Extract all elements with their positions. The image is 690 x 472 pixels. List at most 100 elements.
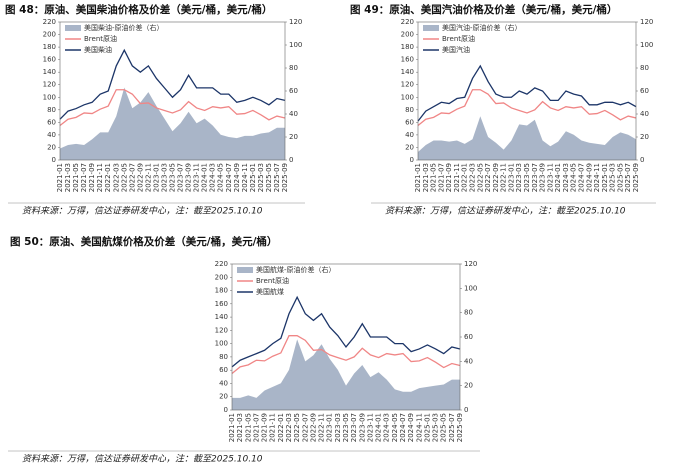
y2-tick-label: 80 xyxy=(464,309,473,317)
legend-label: 美国汽油-原油价差（右） xyxy=(442,23,522,32)
x-tick-label: 2023-07 xyxy=(177,163,185,192)
x-tick-label: 2021-07 xyxy=(80,163,88,192)
chart-title: 图 50：原油、美国航煤价格及价差（美元/桶，美元/桶） xyxy=(10,235,277,248)
y-tick-label: 20 xyxy=(219,393,228,401)
x-tick-label: 2025-01 xyxy=(423,413,431,442)
legend-label: Brent原油 xyxy=(442,34,475,43)
y-tick-label: 80 xyxy=(405,106,414,114)
x-tick-label: 2024-03 xyxy=(209,163,217,192)
legend-swatch xyxy=(65,25,81,31)
y-tick-label: 60 xyxy=(405,118,414,126)
x-tick-label: 2025-01 xyxy=(249,163,257,192)
x-tick-label: 2022-03 xyxy=(285,413,293,442)
x-tick-label: 2025-05 xyxy=(440,413,448,442)
x-tick-label: 2022-05 xyxy=(476,163,484,192)
x-tick-label: 2024-01 xyxy=(554,163,562,192)
legend-label: 美国柴油 xyxy=(84,45,112,54)
series-line xyxy=(59,89,286,127)
x-tick-label: 2022-07 xyxy=(301,413,309,442)
x-tick-label: 2024-11 xyxy=(415,413,423,442)
y-tick-label: 20 xyxy=(47,143,56,151)
y-tick-label: 160 xyxy=(215,300,228,308)
x-tick-label: 2023-09 xyxy=(185,163,193,192)
legend-swatch xyxy=(423,25,439,31)
y2-tick-label: 120 xyxy=(640,18,653,26)
x-tick-label: 2024-07 xyxy=(578,163,586,192)
y2-tick-label: 60 xyxy=(289,87,298,95)
legend-label: Brent原油 xyxy=(84,34,117,43)
x-tick-label: 2024-05 xyxy=(217,163,225,192)
x-tick-label: 2023-05 xyxy=(523,163,531,192)
y-tick-label: 100 xyxy=(43,93,56,101)
x-tick-label: 2021-09 xyxy=(88,163,96,192)
x-tick-label: 2023-07 xyxy=(350,413,358,442)
y-tick-label: 180 xyxy=(401,43,414,51)
y2-tick-label: 120 xyxy=(289,18,302,26)
y-tick-label: 140 xyxy=(43,68,56,76)
x-tick-label: 2022-11 xyxy=(500,163,508,192)
y2-tick-label: 40 xyxy=(464,357,473,365)
chart-title: 图 49：原油、美国汽油价格及价差（美元/桶，美元/桶） xyxy=(350,3,617,16)
x-tick-label: 2021-11 xyxy=(96,163,104,192)
y2-tick-label: 120 xyxy=(464,260,477,268)
x-tick-label: 2024-07 xyxy=(399,413,407,442)
y-tick-label: 120 xyxy=(215,326,228,334)
x-tick-label: 2024-09 xyxy=(585,163,593,192)
y2-tick-label: 60 xyxy=(640,87,649,95)
x-tick-label: 2021-11 xyxy=(269,413,277,442)
x-tick-label: 2021-09 xyxy=(261,413,269,442)
x-tick-label: 2024-01 xyxy=(375,413,383,442)
x-tick-label: 2024-07 xyxy=(225,163,233,192)
x-tick-label: 2023-03 xyxy=(160,163,168,192)
x-tick-label: 2022-07 xyxy=(484,163,492,192)
y2-tick-label: 20 xyxy=(464,382,473,390)
x-tick-label: 2021-05 xyxy=(72,163,80,192)
y-tick-label: 0 xyxy=(410,156,414,164)
series-line xyxy=(231,295,461,368)
x-tick-label: 2023-03 xyxy=(334,413,342,442)
y2-tick-label: 100 xyxy=(289,41,302,49)
y-tick-label: 220 xyxy=(215,260,228,268)
series-line xyxy=(417,89,637,127)
x-tick-label: 2023-05 xyxy=(169,163,177,192)
y-tick-label: 80 xyxy=(47,106,56,114)
plot-frame xyxy=(231,263,461,411)
x-tick-label: 2024-05 xyxy=(391,413,399,442)
x-tick-label: 2022-01 xyxy=(461,163,469,192)
x-tick-label: 2024-01 xyxy=(201,163,209,192)
y-tick-label: 200 xyxy=(43,31,56,39)
legend-label: 美国航煤-原油价差（右） xyxy=(256,265,336,274)
x-tick-label: 2023-01 xyxy=(326,413,334,442)
y-tick-label: 200 xyxy=(215,273,228,281)
y-tick-label: 180 xyxy=(215,287,228,295)
y-tick-label: 60 xyxy=(47,118,56,126)
x-tick-label: 2022-07 xyxy=(128,163,136,192)
y2-tick-label: 20 xyxy=(640,133,649,141)
spread-area xyxy=(60,87,285,160)
series-line xyxy=(59,48,286,120)
legend-swatch xyxy=(237,267,253,273)
legend-label: 美国汽油 xyxy=(442,45,470,54)
y-tick-label: 0 xyxy=(52,156,56,164)
x-tick-label: 2024-11 xyxy=(241,163,249,192)
x-tick-label: 2024-09 xyxy=(407,413,415,442)
y-tick-label: 60 xyxy=(219,366,228,374)
y-tick-label: 220 xyxy=(43,18,56,26)
x-tick-label: 2021-11 xyxy=(453,163,461,192)
x-tick-label: 2025-07 xyxy=(273,163,281,192)
x-tick-label: 2021-03 xyxy=(236,413,244,442)
source-note: 资料来源：万得，信达证券研发中心，注：截至2025.10.10 xyxy=(22,454,263,465)
x-tick-label: 2022-11 xyxy=(144,163,152,192)
y-tick-label: 160 xyxy=(401,56,414,64)
x-tick-label: 2023-11 xyxy=(366,413,374,442)
x-tick-label: 2024-11 xyxy=(593,163,601,192)
x-tick-label: 2022-03 xyxy=(469,163,477,192)
y-tick-label: 20 xyxy=(405,143,414,151)
x-tick-label: 2025-07 xyxy=(624,163,632,192)
x-tick-label: 2023-03 xyxy=(515,163,523,192)
x-tick-label: 2021-05 xyxy=(430,163,438,192)
plot-frame xyxy=(417,21,637,161)
x-tick-label: 2021-05 xyxy=(244,413,252,442)
x-tick-label: 2022-03 xyxy=(112,163,120,192)
